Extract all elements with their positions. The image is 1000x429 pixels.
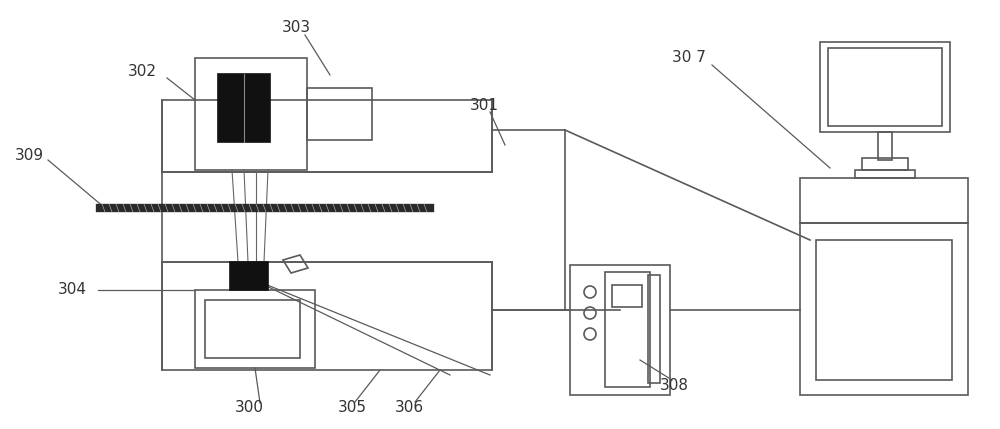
Bar xyxy=(800,178,968,223)
Bar xyxy=(878,132,892,160)
Bar xyxy=(828,48,942,126)
Bar xyxy=(800,223,968,395)
Bar xyxy=(605,272,650,387)
Text: 300: 300 xyxy=(235,401,264,416)
Bar xyxy=(195,58,307,170)
Bar xyxy=(307,88,372,140)
Bar xyxy=(230,262,268,290)
Text: 302: 302 xyxy=(128,64,157,79)
Bar xyxy=(862,158,908,170)
Bar xyxy=(205,300,300,358)
Bar xyxy=(612,285,642,307)
Bar xyxy=(648,275,660,383)
Text: 308: 308 xyxy=(660,378,689,393)
Bar xyxy=(195,290,315,368)
Text: 309: 309 xyxy=(15,148,44,163)
Bar xyxy=(162,100,492,172)
Bar xyxy=(162,262,492,370)
Text: 301: 301 xyxy=(470,97,499,112)
Text: 304: 304 xyxy=(58,283,87,297)
Bar xyxy=(855,170,915,178)
Text: 30 7: 30 7 xyxy=(672,51,706,66)
Bar xyxy=(570,265,670,395)
Bar xyxy=(218,74,270,142)
Bar xyxy=(816,240,952,380)
Bar xyxy=(820,42,950,132)
Text: 306: 306 xyxy=(395,401,424,416)
Text: 303: 303 xyxy=(282,21,311,36)
Text: 305: 305 xyxy=(338,401,367,416)
